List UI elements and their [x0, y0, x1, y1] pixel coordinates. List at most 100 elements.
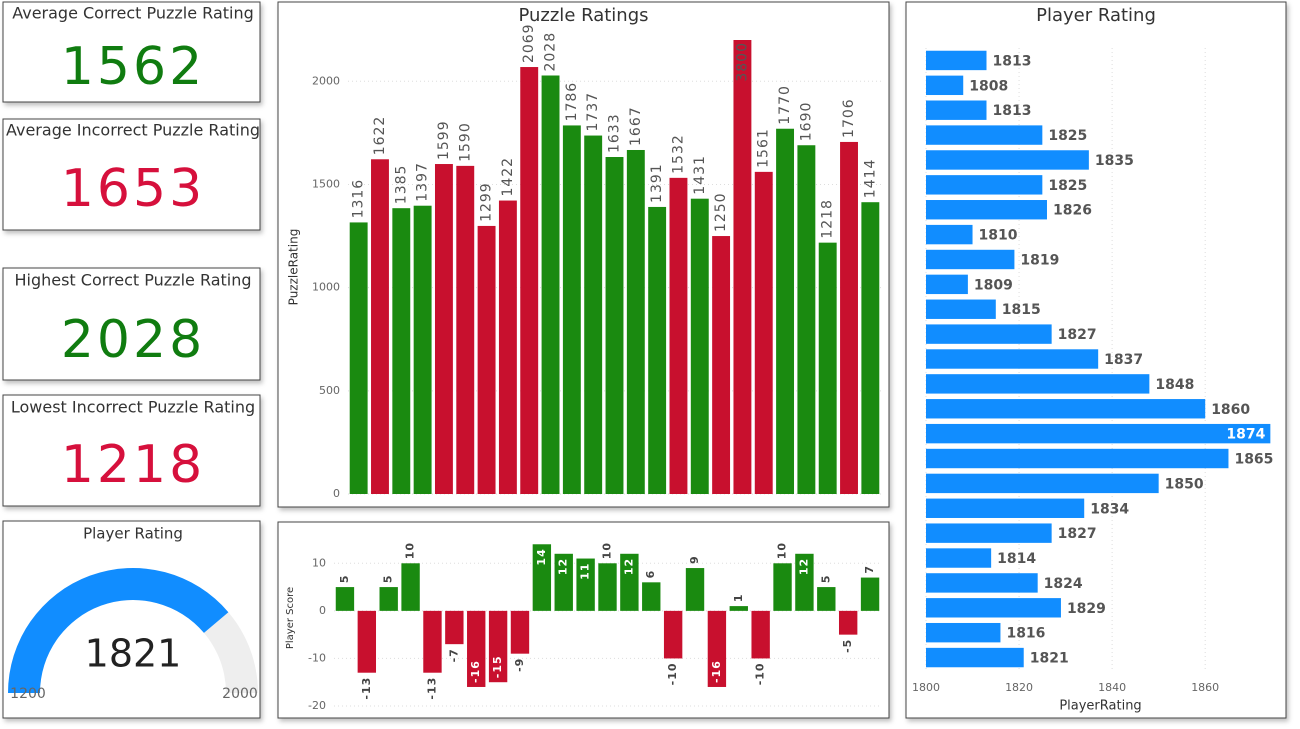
bar: [663, 610, 683, 659]
bar: [456, 165, 475, 494]
data-label: 1809: [974, 277, 1013, 293]
data-label: 1821: [1030, 651, 1069, 667]
bar: [838, 610, 858, 635]
data-label: 2069: [521, 23, 537, 63]
gauge-max: 2000: [222, 686, 258, 702]
bar: [926, 448, 1229, 469]
bar: [401, 563, 420, 611]
data-label: 1826: [1053, 203, 1092, 219]
data-label: 1816: [1006, 626, 1045, 642]
data-label: 1810: [979, 228, 1018, 244]
data-label: 1: [732, 593, 745, 602]
bar: [488, 610, 508, 683]
data-label: 1532: [670, 134, 686, 174]
bar: [797, 145, 816, 494]
bar: [685, 568, 705, 611]
bar: [532, 544, 552, 611]
data-label: 1860: [1211, 402, 1250, 418]
card-panel: [2, 118, 261, 231]
data-label: 1218: [820, 199, 836, 239]
data-label: 1808: [969, 78, 1008, 94]
bar: [926, 100, 987, 120]
bar: [690, 198, 709, 494]
data-label: 1431: [692, 155, 708, 195]
bar: [598, 563, 617, 611]
bar: [926, 622, 1001, 643]
data-label: 1299: [479, 182, 495, 222]
bar: [349, 222, 368, 494]
data-label: 5: [819, 574, 832, 583]
data-label: 1827: [1058, 327, 1097, 343]
bar: [926, 224, 973, 245]
gauge-min: 1200: [10, 686, 46, 702]
bar: [926, 200, 1047, 220]
bar: [520, 67, 539, 495]
bar: [926, 349, 1099, 369]
card-value: 2028: [61, 310, 205, 370]
bar: [707, 610, 727, 687]
data-label: 1599: [436, 120, 452, 160]
bar: [379, 587, 398, 611]
chart-title: Puzzle Ratings: [518, 5, 648, 26]
bar: [795, 553, 814, 611]
y-tick-label: 0: [319, 604, 326, 617]
bar: [926, 423, 1271, 444]
card-title: Lowest Incorrect Puzzle Rating: [11, 398, 255, 417]
data-label: 1865: [1234, 452, 1273, 468]
y-axis-label: PuzzleRating: [287, 229, 301, 306]
bar: [423, 610, 442, 673]
data-label: 1827: [1058, 526, 1097, 542]
data-label: 3800: [734, 42, 750, 82]
bar: [605, 157, 624, 494]
card-panel: [2, 394, 261, 507]
data-label: 12: [622, 558, 635, 575]
chart-panel: [277, 1, 890, 508]
data-label: 1622: [372, 116, 388, 156]
data-label: -13: [360, 677, 373, 700]
data-label: -13: [425, 677, 438, 700]
data-label: 14: [535, 548, 548, 565]
bar: [860, 577, 880, 611]
x-tick-label: 1840: [1098, 681, 1126, 694]
bar: [554, 553, 573, 611]
y-axis-label: Player Score: [285, 587, 296, 649]
bar: [371, 159, 389, 494]
data-label: 1813: [992, 53, 1031, 69]
data-label: -5: [841, 639, 854, 653]
data-label: 1835: [1095, 153, 1134, 169]
data-label: 6: [644, 570, 657, 579]
bar: [926, 573, 1038, 593]
bar: [712, 236, 731, 494]
data-label: 1590: [457, 122, 473, 162]
gauge-value: 1821: [85, 632, 182, 676]
data-label: -16: [469, 660, 482, 683]
bar: [754, 171, 773, 494]
bar: [498, 200, 517, 494]
gauge-fill: [8, 568, 229, 693]
bar: [642, 582, 661, 611]
card-title: Average Correct Puzzle Rating: [12, 4, 254, 23]
data-label: 5: [382, 574, 395, 583]
bar: [413, 205, 432, 494]
data-label: 1813: [992, 103, 1031, 119]
bar: [751, 610, 770, 659]
bar: [926, 274, 968, 295]
x-axis-label: PlayerRating: [1059, 699, 1141, 714]
y-tick-label: -20: [308, 699, 326, 712]
data-label: -9: [513, 658, 526, 672]
bar: [445, 610, 464, 645]
content: Average Correct Puzzle Rating 1562 Average…: [6, 4, 1273, 714]
gauge-title: Player Rating: [83, 525, 183, 543]
bar: [861, 202, 880, 494]
data-label: 1834: [1090, 501, 1129, 517]
y-tick-label: -10: [308, 651, 326, 664]
bar: [620, 553, 639, 611]
x-tick-label: 1820: [1005, 681, 1033, 694]
y-tick-label: 500: [319, 384, 340, 397]
data-label: -10: [754, 662, 767, 685]
data-label: 2028: [543, 32, 559, 72]
data-label: 1837: [1104, 352, 1143, 368]
chart-panel: [277, 521, 890, 719]
data-label: -10: [666, 662, 679, 685]
